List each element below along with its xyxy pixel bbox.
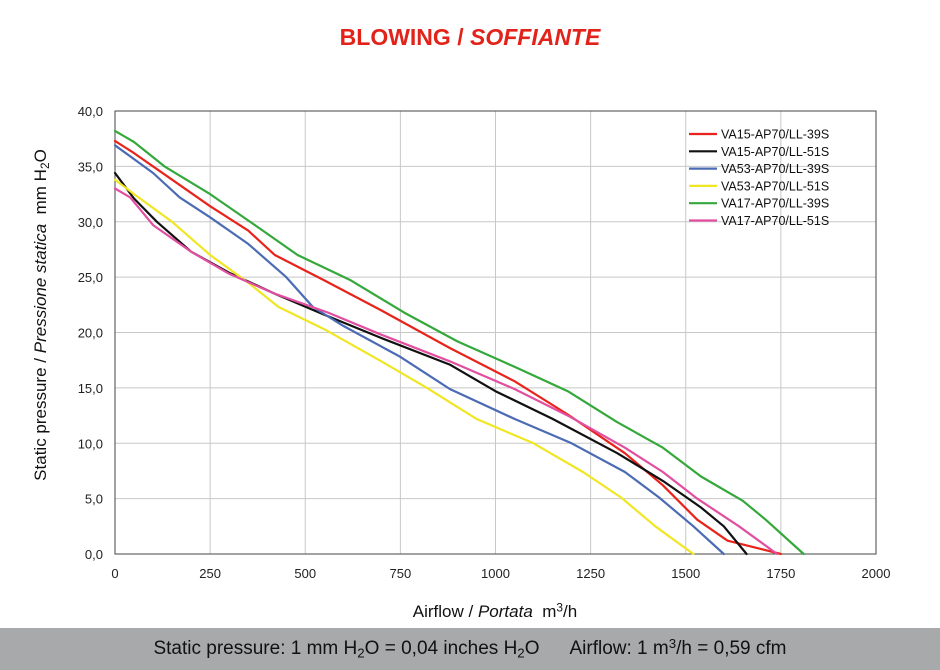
series-line xyxy=(113,187,779,556)
y-tick-label: 30,0 xyxy=(78,215,103,230)
x-tick-label: 1500 xyxy=(671,566,700,581)
xlabel-main: Airflow xyxy=(412,602,464,621)
legend-label: VA53-AP70/LL-39S xyxy=(721,162,829,176)
y-tick-label: 5,0 xyxy=(85,492,103,507)
ylabel-separator: / xyxy=(31,353,50,368)
airflow-conversion: Airflow: 1 m3/h = 0,59 cfm xyxy=(569,636,787,659)
legend-label: VA53-AP70/LL-51S xyxy=(721,179,829,193)
conversion-footer: Static pressure: 1 mm H2O = 0,04 inches … xyxy=(0,628,940,670)
series-line xyxy=(113,178,695,556)
y-tick-label: 20,0 xyxy=(78,326,103,341)
series-line xyxy=(113,144,725,556)
x-tick-label: 750 xyxy=(390,566,412,581)
chart-title: BLOWING / SOFFIANTE xyxy=(0,24,940,51)
series-line xyxy=(113,129,805,556)
x-tick-label: 1750 xyxy=(766,566,795,581)
y-tick-label: 15,0 xyxy=(78,381,103,396)
grid-lines xyxy=(114,110,877,555)
title-italic: SOFFIANTE xyxy=(469,24,601,50)
title-separator: / xyxy=(450,24,470,50)
y-tick-label: 35,0 xyxy=(78,159,103,174)
y-tick-labels: 0,0 5,0 10,0 15,0 20,0 25,0 30,0 35,0 40,0 xyxy=(78,104,103,562)
chart-plot: 0 250 500 750 1000 1250 1500 1750 2000 0,0 5,0 10,… xyxy=(78,104,891,581)
x-tick-label: 1000 xyxy=(481,566,510,581)
xlabel-separator: / xyxy=(463,602,478,621)
xlabel-italic: Portata xyxy=(477,602,533,621)
x-tick-label: 0 xyxy=(111,566,118,581)
x-tick-label: 250 xyxy=(199,566,221,581)
pressure-conversion: Static pressure: 1 mm H2O = 0,04 inches … xyxy=(153,638,540,661)
legend-label: VA17-AP70/LL-39S xyxy=(721,197,829,211)
ylabel-unit: mm H2O xyxy=(31,149,52,215)
x-tick-label: 2000 xyxy=(862,566,891,581)
y-tick-label: 25,0 xyxy=(78,270,103,285)
legend: VA15-AP70/LL-39S VA15-AP70/LL-51S VA53-AP7… xyxy=(689,128,829,228)
x-tick-label: 1250 xyxy=(576,566,605,581)
series-line xyxy=(113,171,748,556)
legend-label: VA17-AP70/LL-51S xyxy=(721,214,829,228)
series-lines xyxy=(113,129,805,556)
x-tick-labels: 0 250 500 750 1000 1250 1500 1750 2000 xyxy=(111,566,890,581)
y-tick-label: 10,0 xyxy=(78,436,103,451)
title-main: BLOWING xyxy=(339,24,451,50)
y-tick-label: 0,0 xyxy=(85,547,103,562)
x-axis-label: Airflow / Portata m3/h xyxy=(0,602,940,622)
plot-frame xyxy=(114,110,877,555)
legend-label: VA15-AP70/LL-39S xyxy=(721,128,829,142)
x-tick-label: 500 xyxy=(294,566,316,581)
series-line xyxy=(113,139,783,556)
y-tick-label: 40,0 xyxy=(78,104,103,119)
ylabel-italic: Pressione statica xyxy=(31,223,50,354)
ylabel-main: Static pressure xyxy=(31,367,50,481)
legend-label: VA15-AP70/LL-51S xyxy=(721,145,829,159)
xlabel-unit: m3/h xyxy=(542,600,578,621)
